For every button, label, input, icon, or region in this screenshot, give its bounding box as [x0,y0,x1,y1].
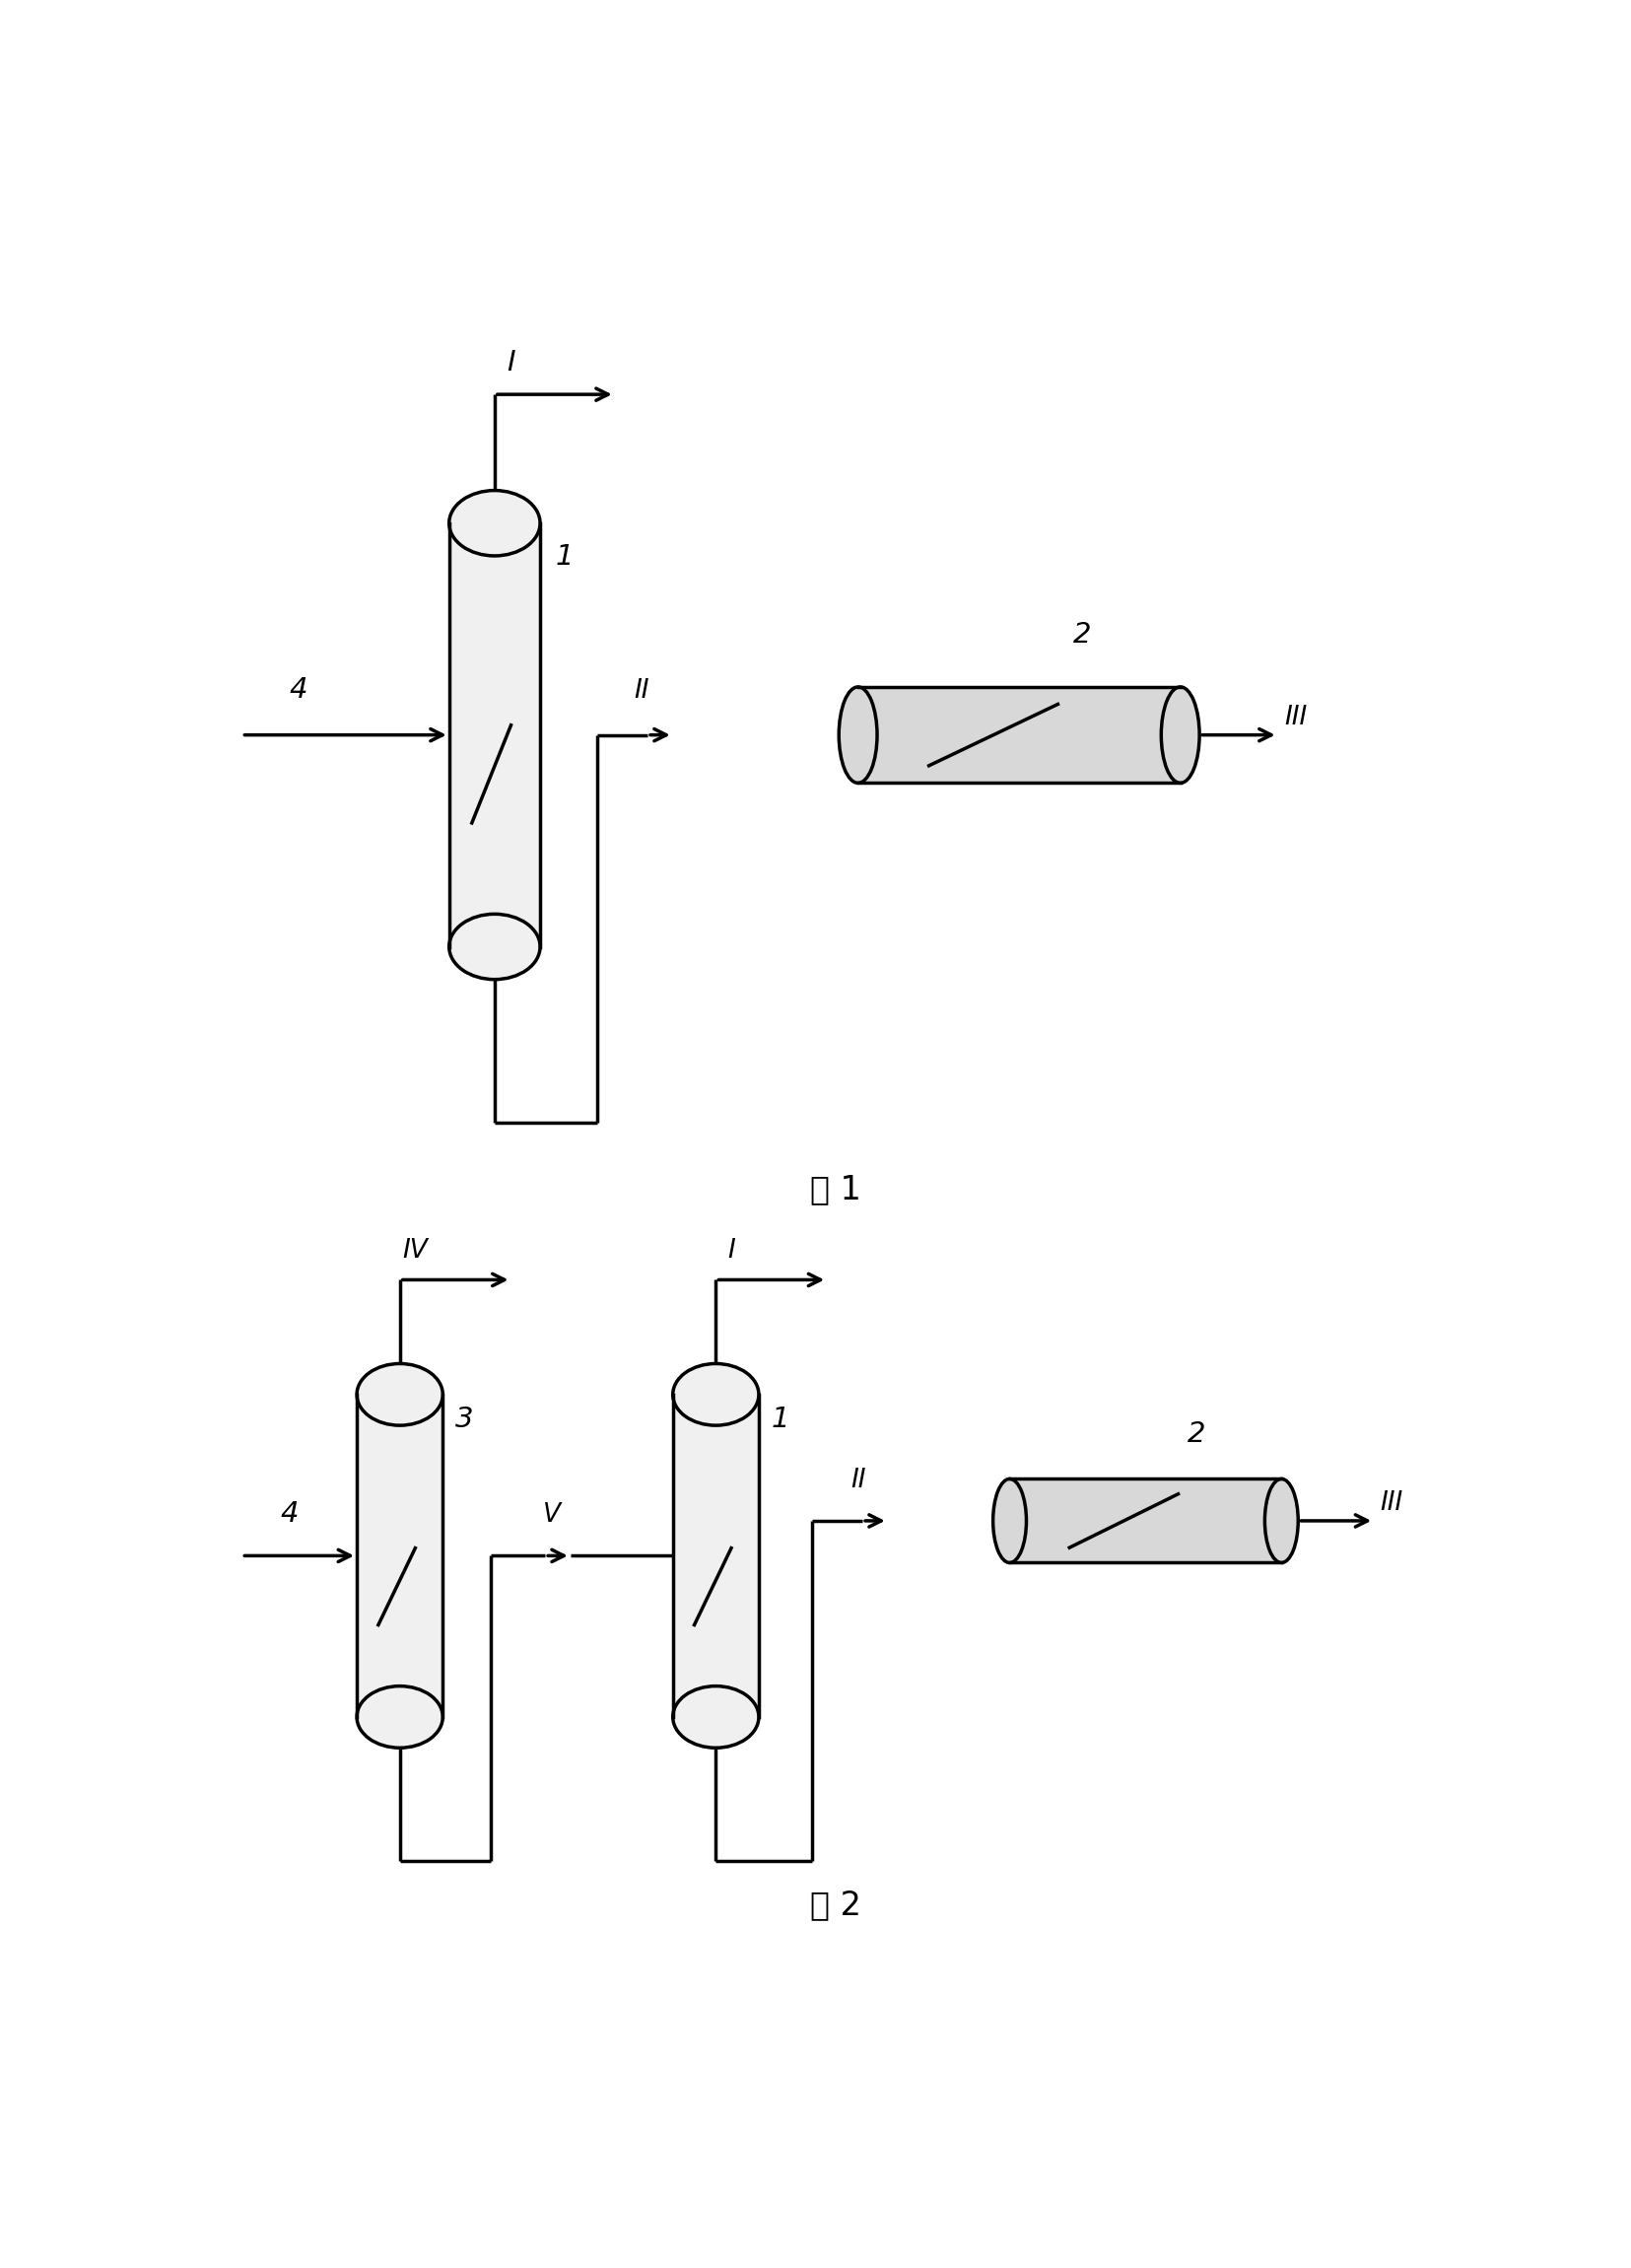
Text: I: I [507,349,515,376]
Ellipse shape [449,490,540,556]
Ellipse shape [357,1685,442,1749]
Ellipse shape [674,1363,758,1424]
Bar [858,687,1181,782]
Ellipse shape [674,1685,758,1749]
Ellipse shape [993,1479,1026,1563]
Text: II: II [633,678,649,703]
Text: III: III [1380,1490,1403,1515]
Text: V: V [543,1501,561,1529]
Text: II: II [851,1467,866,1492]
Text: 4: 4 [281,1499,298,1529]
Ellipse shape [1264,1479,1298,1563]
Text: I: I [727,1238,736,1263]
Text: 1: 1 [771,1406,789,1433]
Bar [1010,1479,1282,1563]
Text: 2: 2 [1187,1420,1205,1447]
Ellipse shape [838,687,877,782]
Ellipse shape [449,914,540,980]
Ellipse shape [1161,687,1199,782]
Text: IV: IV [403,1238,427,1263]
Text: III: III [1284,705,1306,730]
Text: 图 2: 图 2 [811,1889,861,1921]
Ellipse shape [357,1363,442,1424]
Bar [674,1395,758,1717]
Text: 2: 2 [1073,621,1091,649]
Text: 图 1: 图 1 [811,1173,861,1204]
Text: 3: 3 [455,1406,473,1433]
Text: 4: 4 [290,676,308,703]
Bar [449,524,540,946]
Bar [357,1395,442,1717]
Text: 1: 1 [555,542,574,572]
